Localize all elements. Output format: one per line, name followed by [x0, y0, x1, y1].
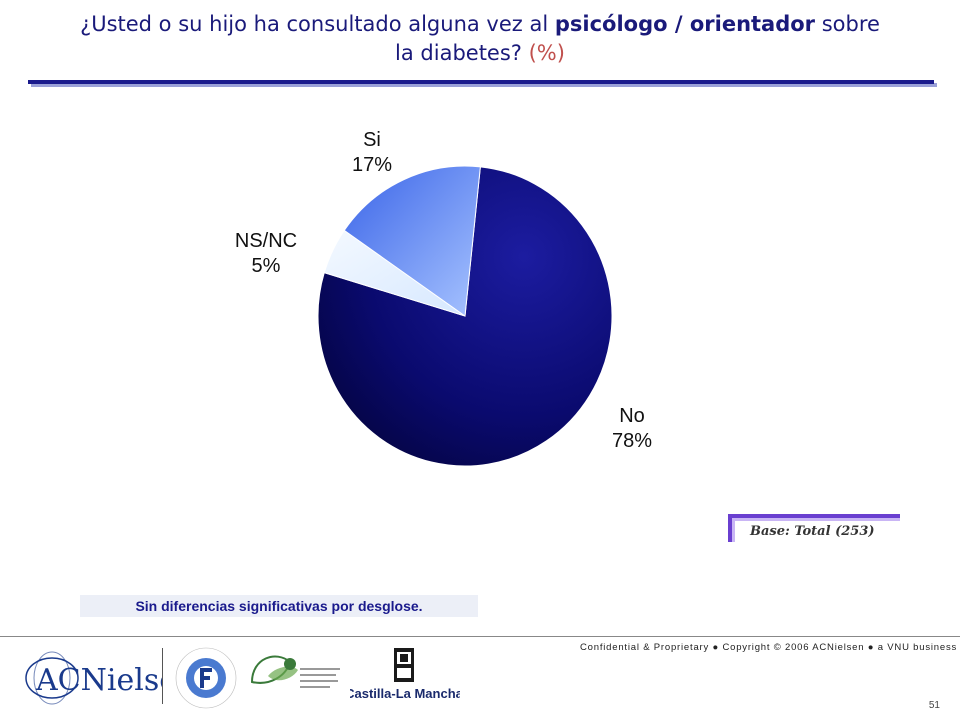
castilla-la-mancha-logo: Castilla-La Mancha [350, 648, 460, 701]
pie-value-label-nsnc: 5% [252, 255, 281, 277]
pie-chart: No 78% NS/NC 5% Si 17% [235, 129, 652, 467]
pie-label-no: No [619, 405, 645, 427]
pie-value-label-no: 78% [612, 430, 652, 452]
title-text-3: la diabetes? [395, 41, 529, 65]
base-note-box: Base: Total (253) [728, 514, 900, 542]
pie-label-si: Si [363, 129, 381, 151]
pie-value-label-si: 17% [352, 154, 392, 176]
acnielsen-logo-text: ACNielsen [35, 663, 162, 698]
acnielsen-logo: ACNielsen [25, 651, 162, 705]
title-highlight: psicólogo / orientador [554, 12, 816, 36]
title-percent: (%) [528, 41, 565, 65]
page-title: ¿Usted o su hijo ha consultado alguna ve… [20, 10, 940, 68]
base-note: Base: Total (253) [750, 524, 875, 539]
logo-separator [162, 648, 163, 704]
title-text-1: ¿Usted o su hijo ha consultado alguna ve… [80, 12, 555, 36]
confidential-text: Confidential & Proprietary ● Copyright ©… [580, 642, 958, 653]
title-text-2: sobre [815, 12, 880, 36]
fundacion-clm-logo [250, 655, 340, 688]
pie-label-nsnc: NS/NC [235, 230, 297, 252]
title-divider [28, 80, 934, 84]
pie-slice-si [343, 165, 481, 317]
fundacion-diabetes-logo [175, 647, 237, 709]
castilla-logo-text: Castilla-La Mancha [350, 686, 460, 701]
footer-divider [0, 636, 960, 637]
footnote: Sin diferencias significativas por desgl… [80, 595, 478, 617]
page-number: 51 [928, 700, 940, 711]
